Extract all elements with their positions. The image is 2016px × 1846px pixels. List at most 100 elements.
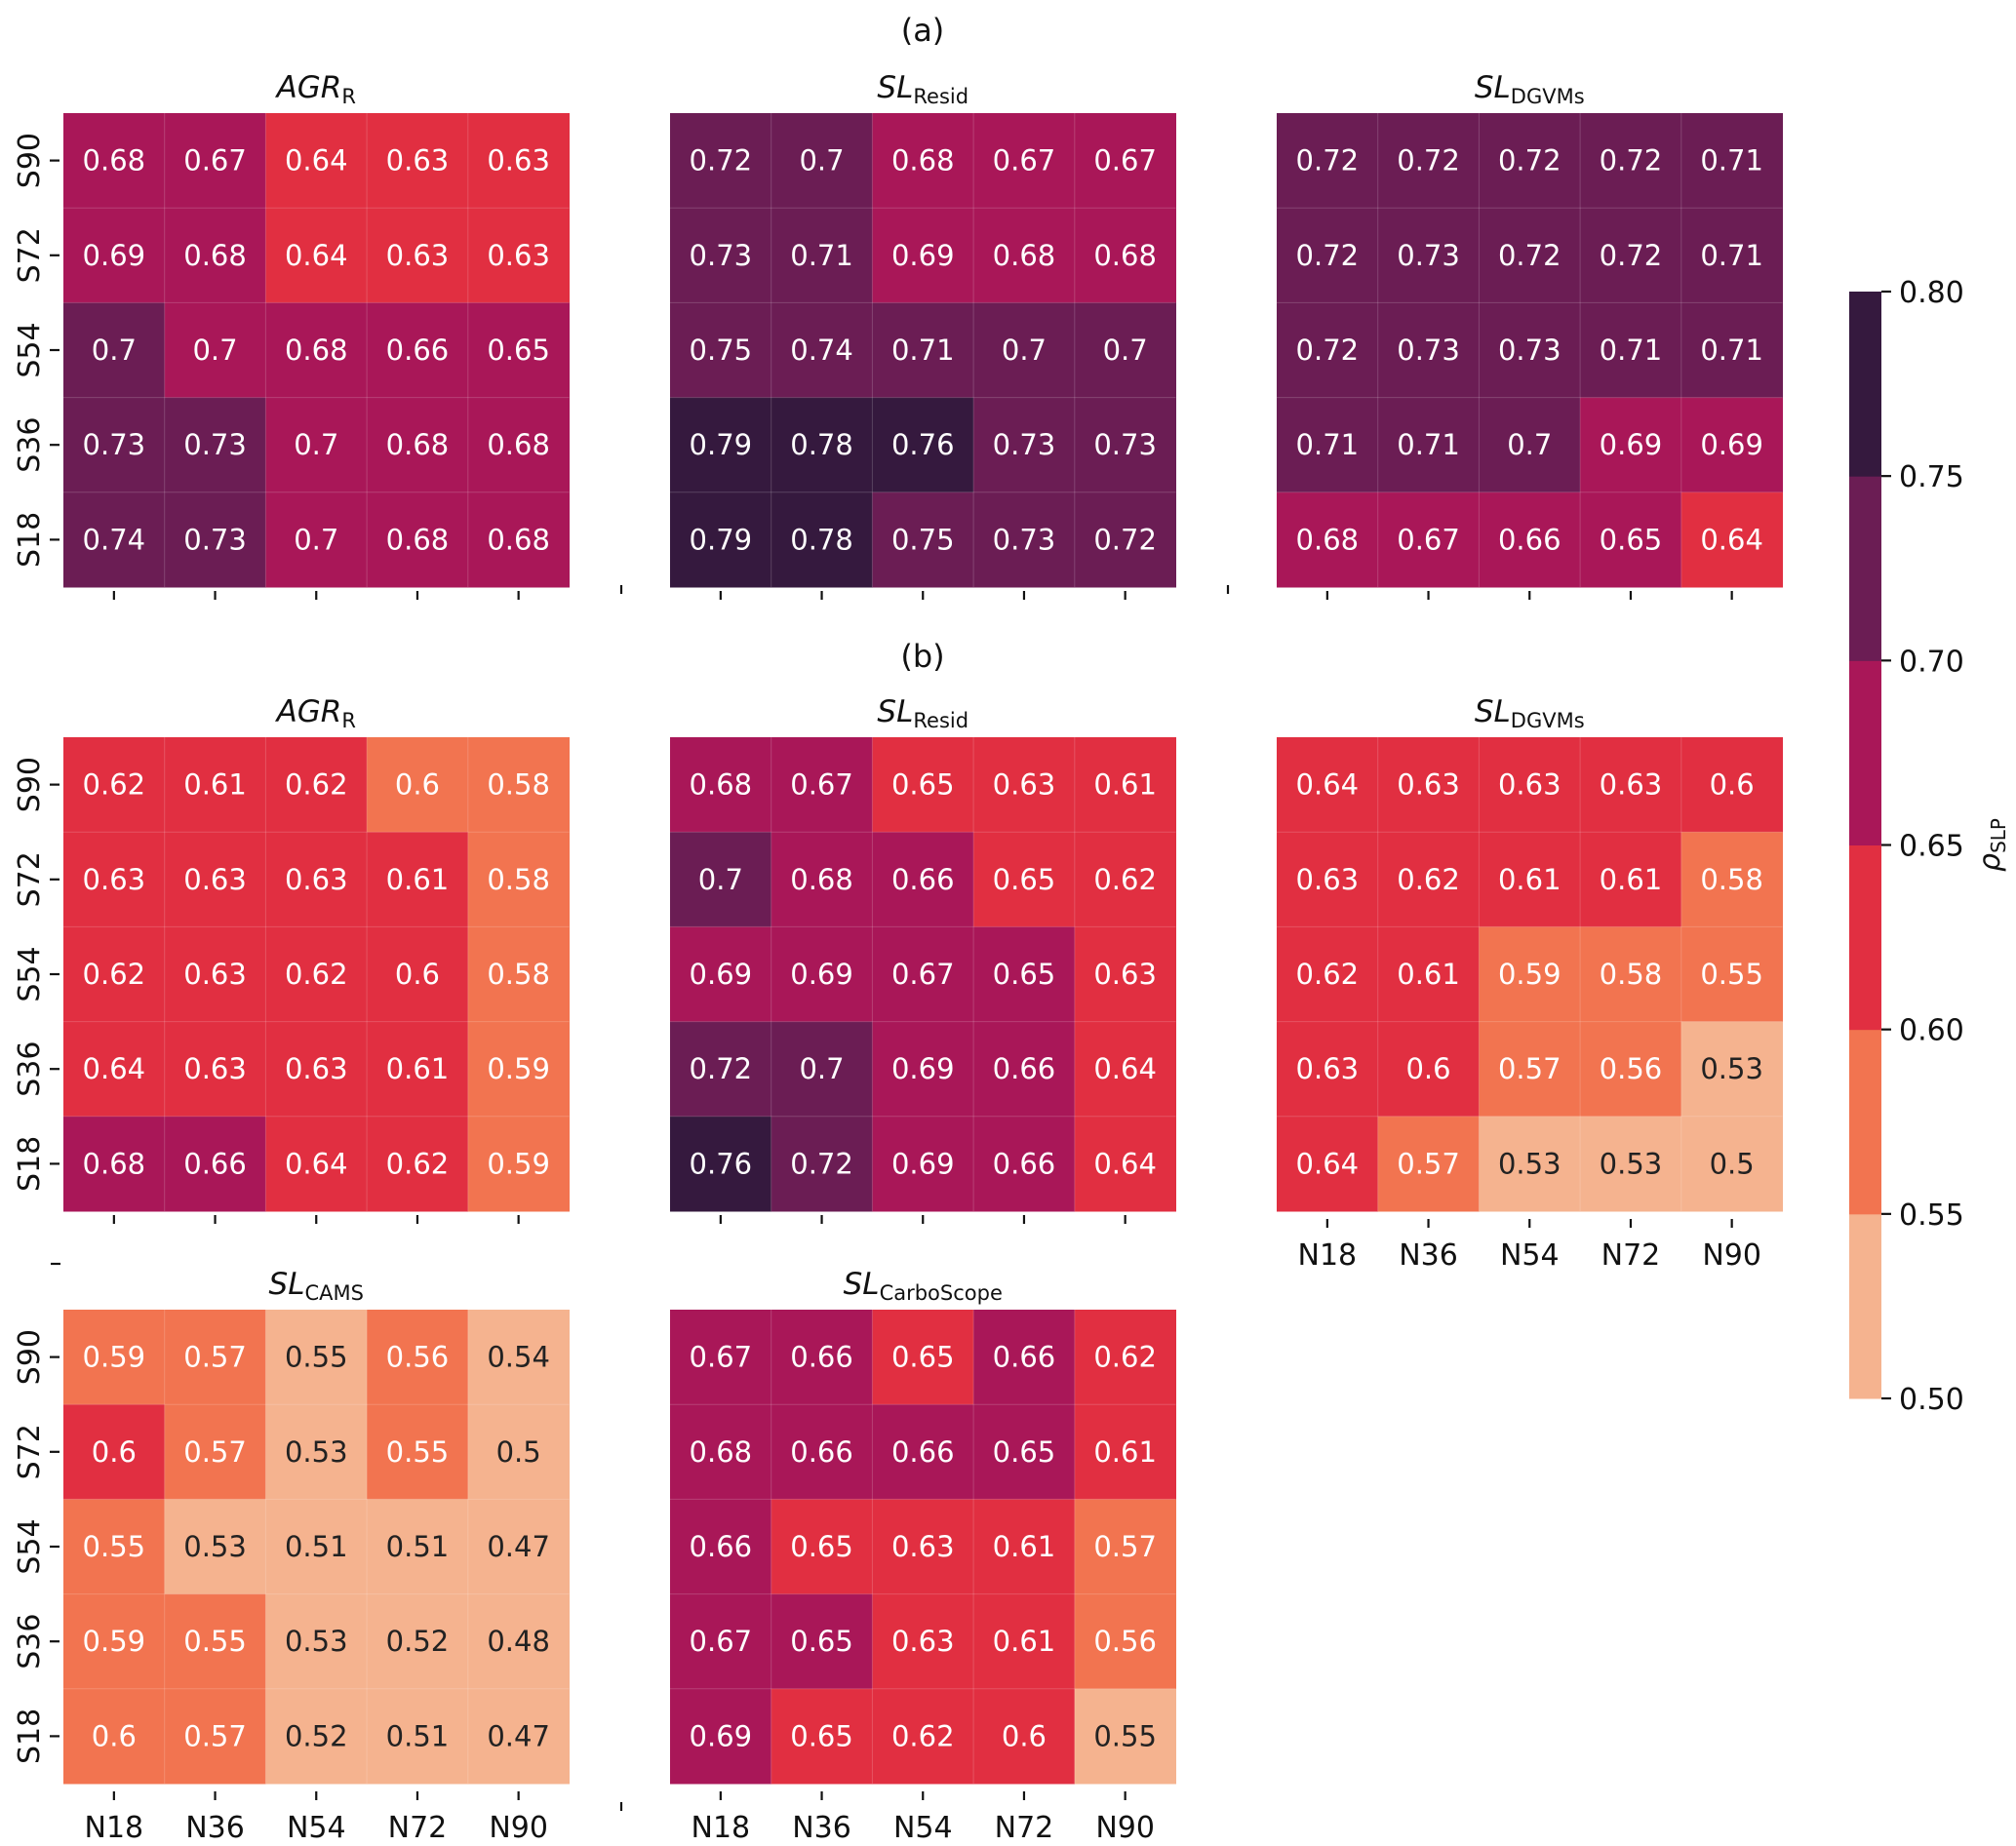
panel-title: SLResid [877,70,968,108]
x-tick-label: N36 [1399,1238,1458,1273]
heatmap-cell [1277,1116,1379,1212]
cell-value-label: 0.53 [1700,1052,1763,1085]
cell-value-label: 0.63 [993,768,1056,802]
cell-value-label: 0.51 [386,1530,450,1563]
cell-value-label: 0.68 [790,863,853,896]
heatmap-cell [164,737,266,833]
cell-value-label: 0.57 [183,1341,247,1374]
heatmap-cell [1074,1593,1176,1690]
heatmap-cell [467,926,570,1023]
cell-value-label: 0.72 [1296,334,1360,367]
cell-value-label: 0.73 [183,428,247,461]
heatmap-cell [1680,113,1783,209]
heatmap-cell [670,1310,772,1405]
cell-value-label: 0.56 [1600,1052,1663,1085]
cell-value-label: 0.73 [993,428,1056,461]
cell-value-label: 0.79 [690,523,753,556]
cell-value-label: 0.57 [183,1719,247,1752]
heatmap-panel: SLCarboScope 0.67 0.66 0.65 0.66 0.62 0.68 0.66… [670,1267,1176,1845]
heatmap-panel: AGRR 0.62 0.61 0.62 0.6 0.58 0.63 0.63 0.63 0.61 0… [13,694,570,1224]
heatmap-cell [63,926,166,1023]
cell-value-label: 0.55 [386,1435,450,1469]
cell-value-label: 0.58 [487,958,550,991]
x-tick-label: N72 [388,1811,448,1845]
panel-title: SLDGVMs [1475,694,1585,732]
cell-value-label: 0.63 [386,144,450,177]
cell-value-label: 0.64 [1700,523,1763,556]
heatmap-cell [771,491,873,588]
cell-value-label: 0.5 [496,1435,541,1469]
cell-value-label: 0.61 [993,1530,1056,1563]
cell-value-label: 0.66 [993,1341,1056,1374]
cell-value-label: 0.55 [1093,1719,1157,1752]
y-tick-label: S72 [13,227,47,283]
heatmap-cell [367,1310,469,1405]
cell-value-label: 0.72 [1600,239,1663,272]
heatmap-cell [367,737,469,833]
colorbar-tick-label: 0.65 [1899,830,1964,864]
cell-value-label: 0.66 [993,1147,1056,1180]
y-tick-label: S18 [13,1709,47,1764]
cell-value-label: 0.53 [183,1530,247,1563]
heatmap-cell [265,1593,368,1690]
heatmap-cell [1277,926,1379,1023]
heatmap-cell [1680,397,1783,493]
heatmap-cell [670,302,772,399]
heatmap-cell [1580,302,1682,399]
cell-value-label: 0.52 [285,1719,348,1752]
cell-value-label: 0.73 [993,523,1056,556]
heatmap-cell [367,491,469,588]
heatmap-cell [670,926,772,1023]
heatmap-cell [771,1021,873,1118]
cell-value-label: 0.7 [698,863,743,896]
cell-value-label: 0.71 [1700,334,1763,367]
cell-value-label: 0.54 [487,1341,550,1374]
panel-title-main: SL [269,1267,305,1302]
cell-value-label: 0.7 [1507,428,1552,461]
panel-title: SLCAMS [269,1267,364,1305]
cell-value-label: 0.6 [92,1719,137,1752]
cell-value-label: 0.61 [183,768,247,802]
y-tick-label: S18 [13,512,47,568]
heatmap-cell [1680,737,1783,833]
cell-value-label: 0.55 [83,1530,146,1563]
cell-value-label: 0.72 [1093,523,1157,556]
heatmap-cell [367,397,469,493]
heatmap-cell [1580,113,1682,209]
heatmap-cell [367,1499,469,1595]
cell-value-label: 0.68 [1093,239,1157,272]
colorbar-label-main: ρ [1973,853,2007,872]
cell-value-label: 0.69 [790,958,853,991]
heatmap-cell [771,1310,873,1405]
cell-value-label: 0.51 [386,1719,450,1752]
cell-value-label: 0.65 [993,863,1056,896]
heatmap-cell [1680,208,1783,303]
heatmap-cell [367,302,469,399]
cell-value-label: 0.78 [790,428,853,461]
heatmap-cell [1479,737,1581,833]
cell-value-label: 0.7 [799,1052,844,1085]
cell-value-label: 0.67 [1397,523,1460,556]
cell-value-label: 0.66 [891,863,955,896]
panel-title-subscript: Resid [913,709,968,732]
cell-value-label: 0.62 [1397,863,1460,896]
heatmap-cell [872,208,974,303]
heatmap-cell [164,208,266,303]
colorbar-tick-label: 0.60 [1899,1014,1964,1048]
heatmap-cell [1377,1116,1480,1212]
heatmap-panel: AGRR 0.68 0.67 0.64 0.63 0.63 0.69 0.68 0.64 0.63… [13,70,570,600]
cell-value-label: 0.59 [487,1052,550,1085]
heatmap-panel: SLResid 0.68 0.67 0.65 0.63 0.61 0.7 0.68 0.66 0.… [670,694,1176,1224]
heatmap-cell [1377,1021,1480,1118]
heatmap-cell [164,832,266,927]
heatmap-cell [771,926,873,1023]
heatmap-cell [467,302,570,399]
heatmap-cell [1377,302,1480,399]
heatmap-cell [367,208,469,303]
colorbar-bin [1849,476,1881,661]
cell-value-label: 0.68 [690,1435,753,1469]
heatmap-cell [1074,1310,1176,1405]
panel-title-main: SL [877,70,913,105]
panel-title: SLCarboScope [844,1267,1003,1305]
cell-value-label: 0.66 [790,1435,853,1469]
